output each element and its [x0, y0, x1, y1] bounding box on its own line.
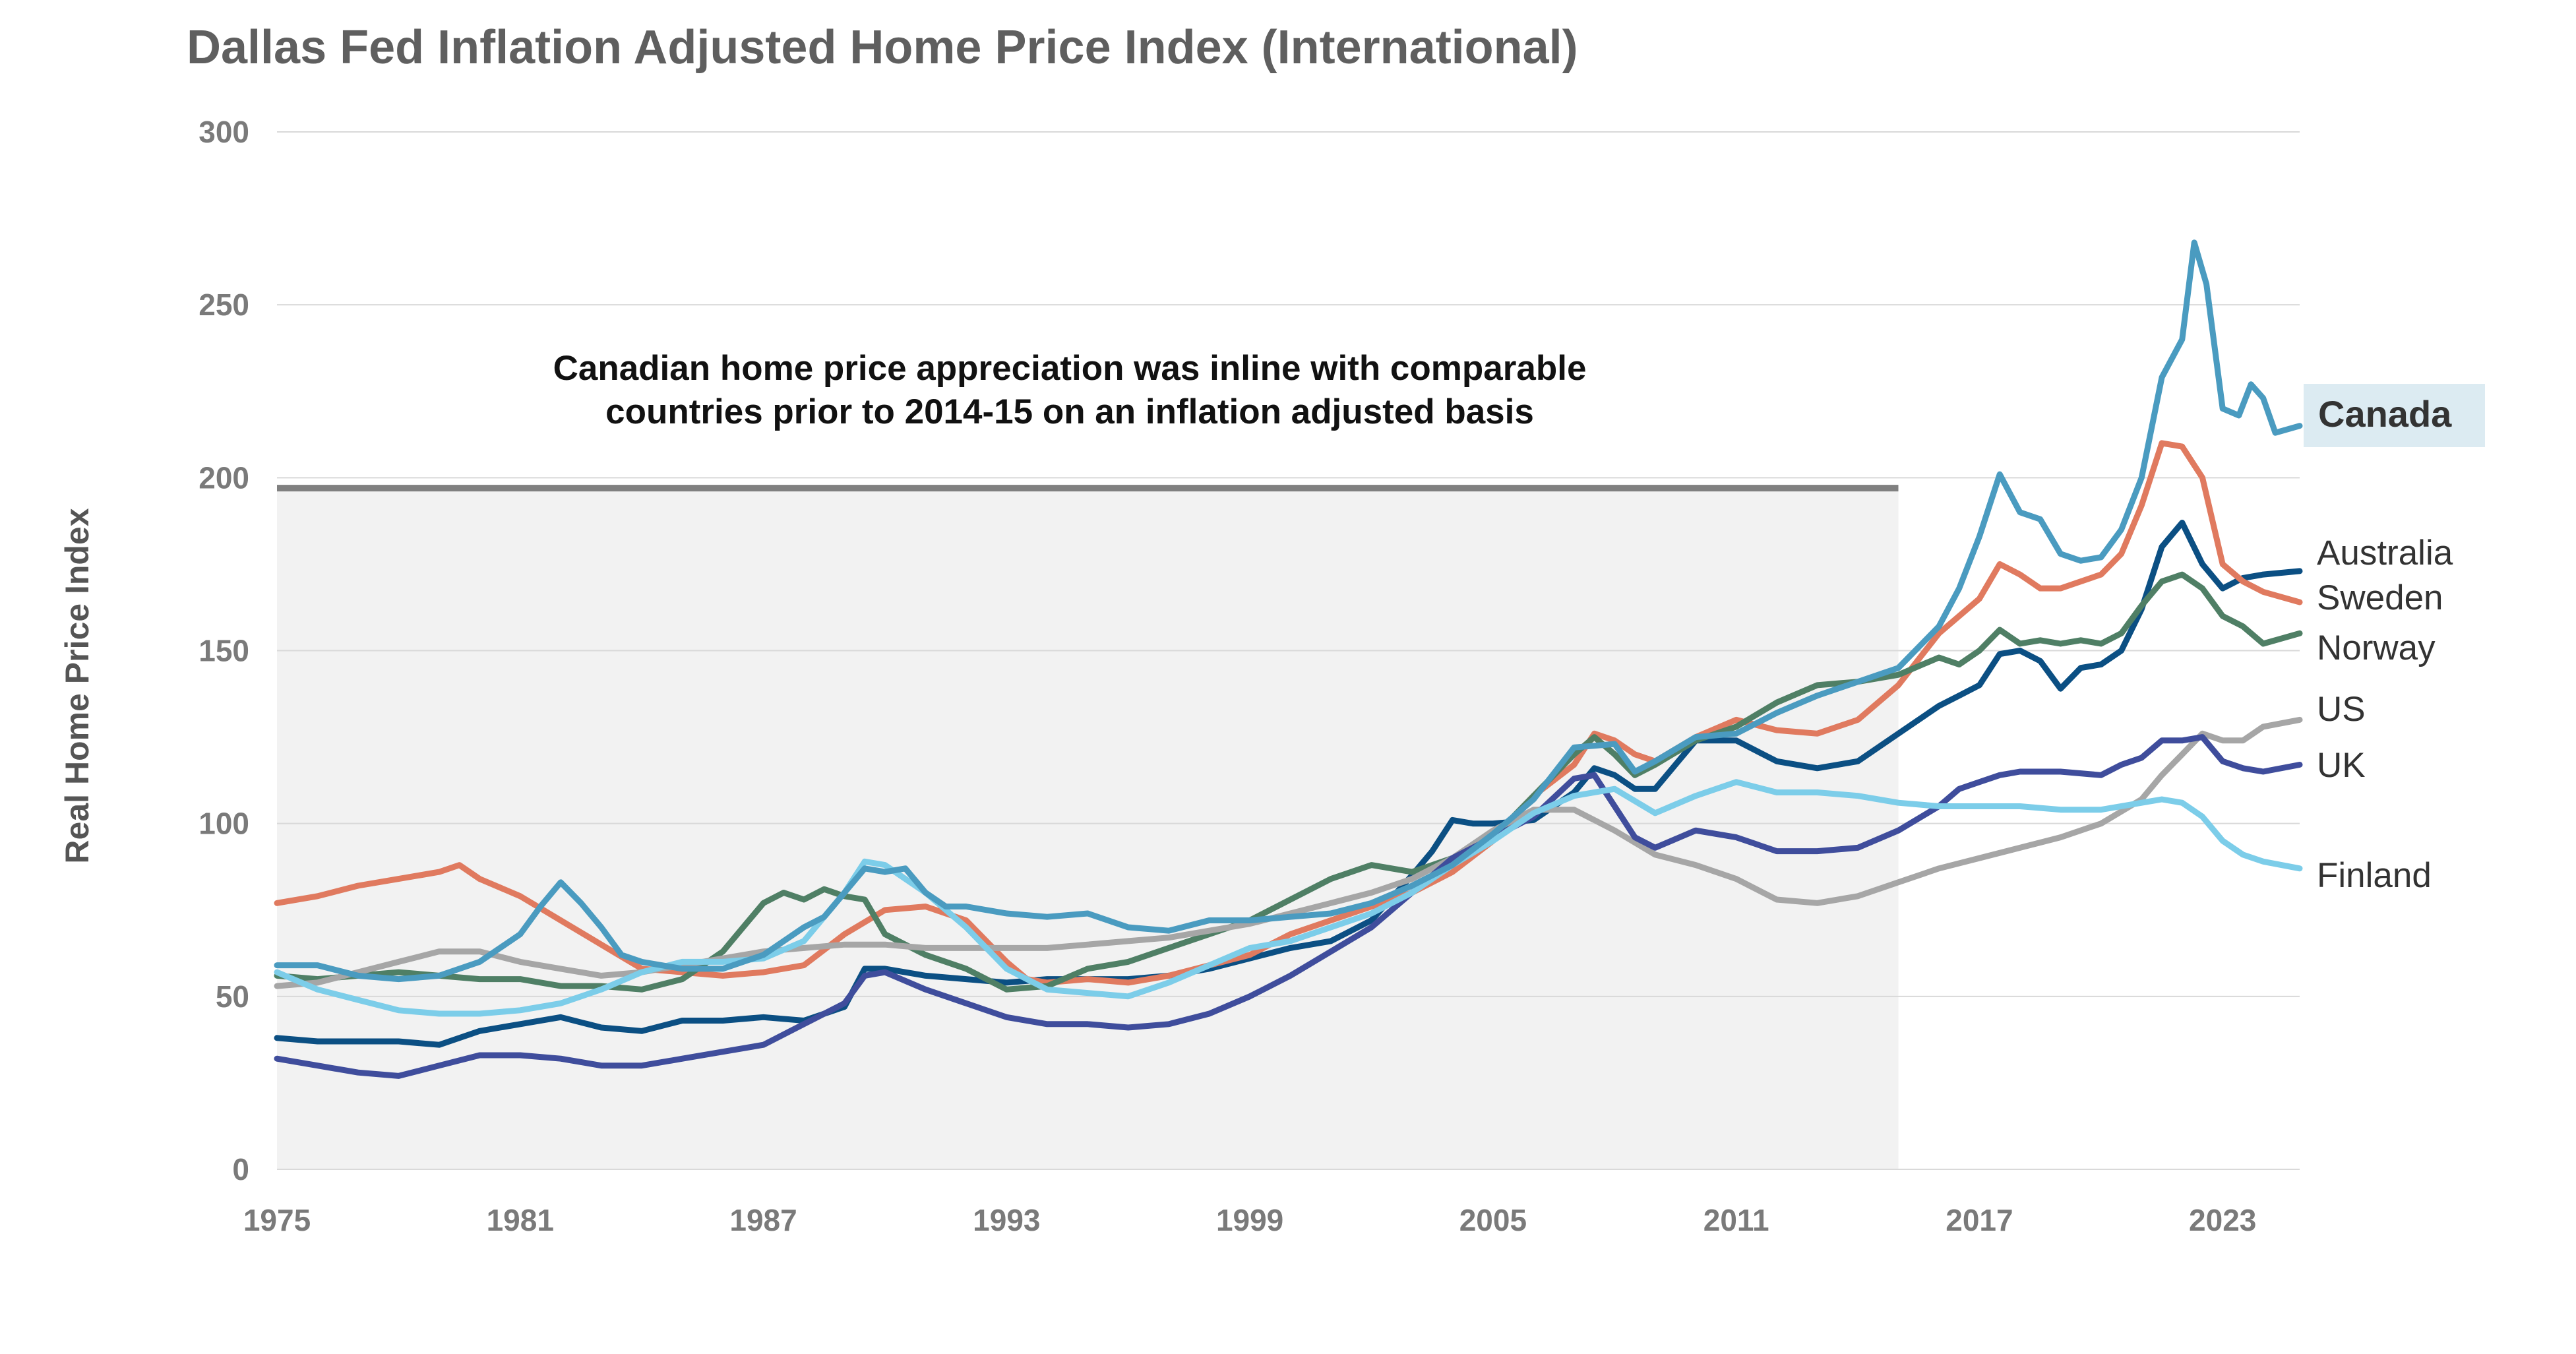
- x-tick-label: 1975: [243, 1203, 311, 1237]
- x-tick-label: 2023: [2189, 1203, 2256, 1237]
- y-tick-label: 0: [232, 1152, 249, 1186]
- highlight-label-bg: [2304, 384, 2485, 447]
- series-label-finland: Finland: [2317, 856, 2432, 895]
- annotation: Canadian home price appreciation was inl…: [553, 349, 1587, 431]
- x-tick-label: 2017: [1946, 1203, 2013, 1237]
- annotation-line-1: Canadian home price appreciation was inl…: [553, 349, 1587, 388]
- y-axis-ticks: 0 50 100 150 200 250 300: [199, 115, 249, 1186]
- series-label-sweden: Sweden: [2317, 578, 2443, 617]
- x-tick-label: 1999: [1216, 1203, 1283, 1237]
- highlight-region: [277, 485, 1899, 1169]
- y-tick-label: 150: [199, 634, 249, 668]
- series-label-canada: Canada: [2318, 393, 2452, 435]
- series-line-finland: [274, 779, 2303, 1017]
- y-tick-label: 300: [199, 115, 249, 149]
- y-tick-label: 250: [199, 288, 249, 322]
- series-lines: [274, 239, 2303, 1079]
- x-tick-label: 1993: [973, 1203, 1040, 1237]
- annotation-line-2: countries prior to 2014-15 on an inflati…: [605, 392, 1534, 431]
- series-end-labels: Canada Australia Sweden Norway US UK Finland: [2304, 384, 2485, 895]
- series-label-us: US: [2317, 690, 2366, 729]
- gridlines: [277, 131, 2300, 1170]
- series-label-uk: UK: [2317, 746, 2366, 785]
- x-tick-label: 1987: [729, 1203, 797, 1237]
- y-tick-label: 200: [199, 460, 249, 495]
- x-axis-ticks: 1975 1981 1987 1993 1999 2005 2011 2017 2023: [243, 1203, 2257, 1237]
- series-label-norway: Norway: [2317, 629, 2436, 667]
- y-axis-title: Real Home Price Index: [59, 508, 96, 863]
- series-line-australia: [274, 520, 2303, 1048]
- chart-title: Dallas Fed Inflation Adjusted Home Price…: [187, 21, 1578, 74]
- x-tick-label: 1981: [487, 1203, 554, 1237]
- series-line-canada: [274, 239, 2303, 983]
- y-tick-label: 100: [199, 807, 249, 841]
- x-tick-label: 2011: [1703, 1203, 1769, 1237]
- y-tick-label: 50: [216, 979, 249, 1014]
- series-label-australia: Australia: [2317, 534, 2453, 572]
- x-tick-label: 2005: [1459, 1203, 1527, 1237]
- shaded-period: [277, 488, 1899, 1169]
